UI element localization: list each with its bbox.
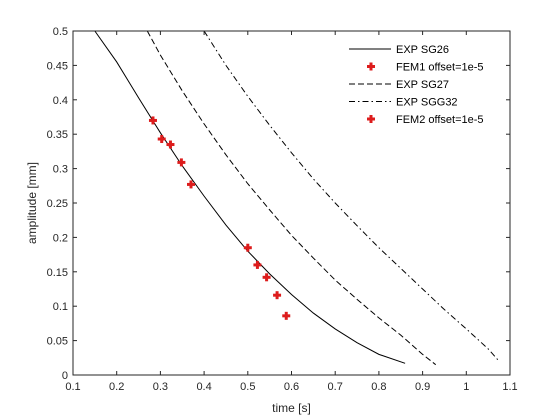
y-tick-label: 0.15 <box>47 267 68 279</box>
series-line-4 <box>203 30 500 362</box>
y-tick-label: 0.1 <box>53 301 68 313</box>
x-tick-label: 0.7 <box>328 381 343 393</box>
y-tick-label: 0.2 <box>53 232 68 244</box>
legend-label-2: FEM1 offset=1e-5 <box>396 62 484 74</box>
y-tick-label: 0.05 <box>47 336 68 348</box>
y-tick-label: 0.5 <box>53 26 68 38</box>
data-point-series-5-4 <box>273 291 282 300</box>
legend-label-1: EXP SG26 <box>396 44 449 56</box>
y-tick-label: 0.4 <box>53 95 68 107</box>
data-point-series-5-3 <box>262 273 271 282</box>
data-point-series-2-2 <box>157 135 166 144</box>
x-tick-label: 0.9 <box>415 381 430 393</box>
data-point-series-2-5 <box>186 180 195 189</box>
x-tick-label: 0.6 <box>284 381 299 393</box>
ticks-layer: 0.1 0.2 0.3 0.4 0.5 0.6 0.7 0.8 0.9 1 1.1 0 0.05 0.1 0… <box>47 26 518 393</box>
legend-marker-2 <box>367 62 375 71</box>
series-line-3 <box>146 30 437 366</box>
legend-label-5: FEM2 offset=1e-5 <box>396 114 484 126</box>
x-tick-label: 0.3 <box>153 381 168 393</box>
data-point-series-2-3 <box>166 140 175 149</box>
legend-label-4: EXP SGG32 <box>396 97 458 109</box>
data-point-series-2-4 <box>177 158 186 167</box>
plot-area <box>73 31 510 375</box>
data-point-series-5-5 <box>282 311 291 320</box>
y-tick-label: 0.3 <box>53 164 68 176</box>
y-tick-label: 0 <box>62 370 68 382</box>
x-axis-label: time [s] <box>272 401 311 415</box>
x-tick-label: 1.1 <box>502 381 517 393</box>
data-point-series-5-2 <box>253 260 262 269</box>
y-tick-label: 0.45 <box>47 60 68 72</box>
data-point-series-5-1 <box>243 243 252 252</box>
legend-label-3: EXP SG27 <box>396 79 449 91</box>
x-tick-label: 0.8 <box>371 381 386 393</box>
legend-marker-5 <box>367 115 375 123</box>
legend-entry-2: FEM1 offset=1e-5 <box>367 62 484 74</box>
legend-entry-3: EXP SG27 <box>349 79 449 91</box>
legend-entry-1: EXP SG26 <box>349 44 449 56</box>
x-tick-label: 0.2 <box>109 381 124 393</box>
data-point-series-2-1 <box>148 116 157 125</box>
x-tick-label: 1 <box>463 381 469 393</box>
x-tick-label: 0.5 <box>240 381 255 393</box>
x-tick-label: 0.4 <box>196 381 211 393</box>
legend: EXP SG26 FEM1 offset=1e-5 EXP SG27 EXP SGG3… <box>349 44 484 126</box>
y-tick-label: 0.25 <box>47 198 68 210</box>
legend-entry-5: FEM2 offset=1e-5 <box>367 114 484 126</box>
y-axis-label: amplitude [mm] <box>25 162 39 244</box>
series-layer <box>94 30 500 366</box>
y-tick-label: 0.35 <box>47 129 68 141</box>
legend-entry-4: EXP SGG32 <box>349 97 458 109</box>
x-tick-label: 0.1 <box>65 381 80 393</box>
